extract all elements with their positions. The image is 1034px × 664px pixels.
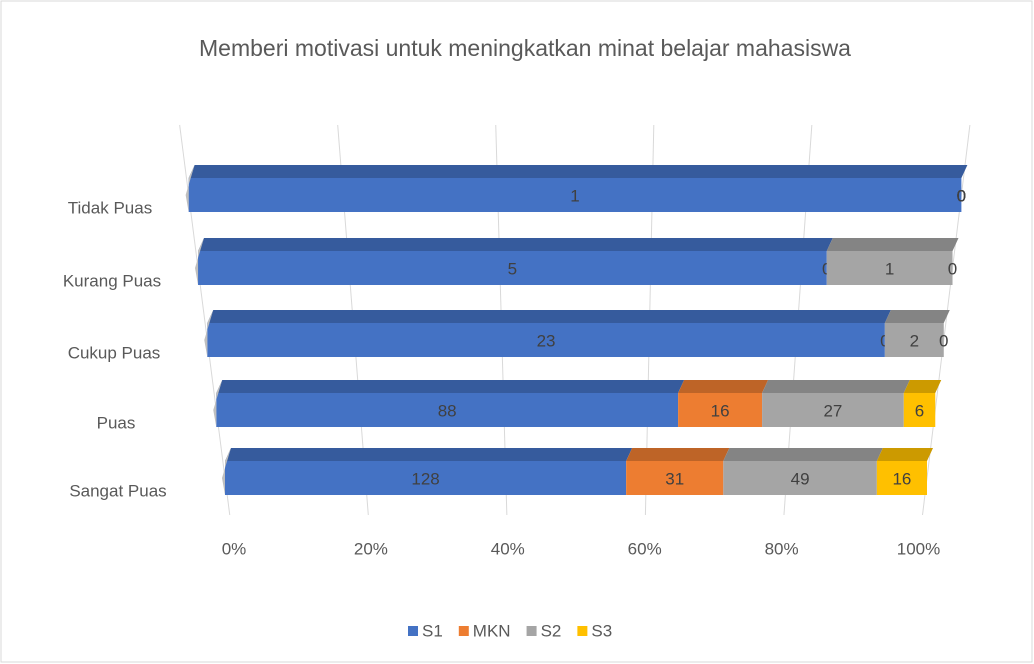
bar-top — [903, 380, 942, 393]
bar — [678, 393, 763, 427]
legend-label: MKN — [473, 621, 511, 640]
chart-title: Memberi motivasi untuk meningkatkan mina… — [199, 35, 851, 61]
x-tick-label: 60% — [628, 539, 662, 558]
bar-top — [762, 380, 910, 393]
bar-top — [884, 310, 950, 323]
bar-end — [222, 448, 231, 495]
bar-top — [216, 380, 685, 393]
bar-end — [195, 238, 205, 285]
x-tick-label: 20% — [354, 539, 388, 558]
bar-segment — [876, 448, 933, 495]
data-label: 0 — [948, 259, 957, 278]
x-tick-label: 40% — [491, 539, 525, 558]
data-label: 23 — [537, 331, 556, 350]
bar — [762, 393, 904, 427]
legend-label: S2 — [541, 621, 562, 640]
bar-top — [876, 448, 933, 461]
bar-segment — [903, 380, 942, 427]
y-tick-label: Tidak Puas — [68, 198, 152, 217]
y-tick-label: Sangat Puas — [69, 481, 166, 500]
data-label: 0 — [957, 186, 966, 205]
bar — [198, 251, 827, 285]
bar — [626, 461, 724, 495]
legend-label: S3 — [591, 621, 612, 640]
bar-segment — [207, 310, 891, 357]
bar — [723, 461, 877, 495]
legend-swatch — [458, 626, 469, 636]
bar-top — [678, 380, 769, 393]
x-tick-label: 0% — [222, 539, 247, 558]
bar — [884, 323, 944, 357]
bar-end — [204, 310, 214, 357]
legend-swatch — [577, 626, 588, 636]
data-label: 128 — [411, 469, 439, 488]
bar-top — [225, 448, 633, 461]
x-tick-label: 100% — [897, 539, 940, 558]
bar-top — [188, 165, 968, 178]
bar-end — [185, 165, 195, 212]
bar — [903, 393, 936, 427]
data-label: 6 — [915, 401, 924, 420]
bar — [225, 461, 627, 495]
y-tick-label: Cukup Puas — [68, 343, 161, 362]
data-label: 1 — [570, 186, 579, 205]
bar-segment — [826, 238, 959, 285]
bar-segment — [216, 380, 685, 427]
bar-top — [198, 238, 833, 251]
legend-swatch — [526, 626, 537, 636]
bar-top — [626, 448, 730, 461]
bar-segment — [678, 380, 769, 427]
bar-end — [213, 380, 223, 427]
bar — [216, 393, 679, 427]
bar-top — [207, 310, 891, 323]
legend-label: S1 — [422, 621, 443, 640]
data-label: 88 — [438, 401, 457, 420]
data-label: 49 — [791, 469, 810, 488]
bar-top — [826, 238, 959, 251]
data-label: 31 — [665, 469, 684, 488]
bar — [826, 251, 953, 285]
bar-segment — [762, 380, 910, 427]
bar-segment — [225, 448, 633, 495]
x-tick-label: 80% — [765, 539, 799, 558]
bar — [207, 323, 885, 357]
bar-segment — [188, 165, 968, 212]
y-tick-label: Puas — [97, 413, 136, 432]
bar-top — [723, 448, 883, 461]
bar-segment — [626, 448, 730, 495]
data-label: 2 — [910, 331, 919, 350]
data-label: 0 — [939, 331, 948, 350]
data-label: 16 — [892, 469, 911, 488]
data-label: 27 — [823, 401, 842, 420]
bar — [188, 178, 962, 212]
data-label: 0 — [957, 186, 966, 205]
data-label: 1 — [885, 259, 894, 278]
bar-segment — [198, 238, 833, 285]
bar — [876, 461, 927, 495]
bar-segment — [723, 448, 883, 495]
data-label: 0 — [957, 186, 966, 205]
data-label: 5 — [508, 259, 517, 278]
y-tick-label: Kurang Puas — [63, 271, 161, 290]
data-label: 16 — [711, 401, 730, 420]
legend-swatch — [408, 626, 418, 636]
bar-segment — [884, 310, 950, 357]
